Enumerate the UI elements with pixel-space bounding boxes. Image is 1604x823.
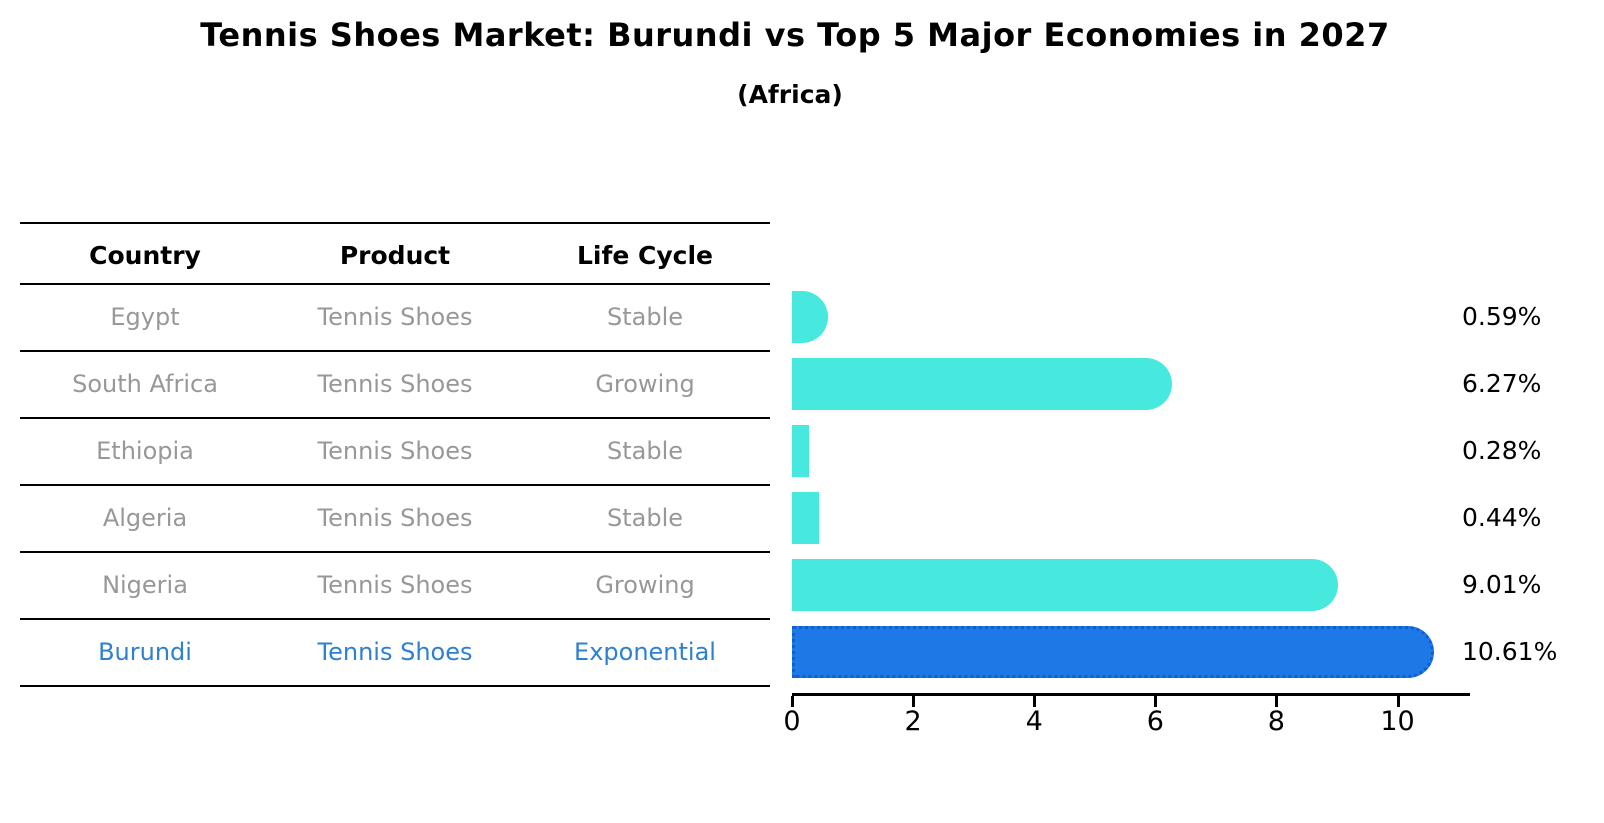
x-tick-mark bbox=[1033, 696, 1037, 707]
table-row: Burundi Tennis Shoes Exponential bbox=[20, 618, 770, 685]
table-header-row: Country Product Life Cycle bbox=[20, 222, 770, 289]
table-header-rule bbox=[20, 283, 770, 285]
x-tick-mark bbox=[1154, 696, 1158, 707]
country-cell: Nigeria bbox=[102, 570, 188, 599]
x-tick-mark bbox=[1275, 696, 1279, 707]
table-row-rule bbox=[20, 417, 770, 419]
bar-south-africa bbox=[792, 357, 1172, 410]
x-tick-mark bbox=[912, 696, 916, 707]
table-row: South Africa Tennis Shoes Growing bbox=[20, 350, 770, 417]
table-row: Egypt Tennis Shoes Stable bbox=[20, 283, 770, 350]
value-label: 0.44% bbox=[1462, 502, 1542, 532]
chart-title: Tennis Shoes Market: Burundi vs Top 5 Ma… bbox=[200, 16, 1390, 54]
x-tick-mark bbox=[1396, 696, 1400, 707]
country-cell: Algeria bbox=[102, 503, 188, 532]
x-tick-label: 10 bbox=[1380, 706, 1415, 737]
table-row: Ethiopia Tennis Shoes Stable bbox=[20, 417, 770, 484]
life-cycle-cell: Stable bbox=[606, 436, 684, 465]
bar-algeria bbox=[792, 491, 819, 544]
x-tick-label: 0 bbox=[783, 706, 801, 737]
life-cycle-cell: Growing bbox=[595, 570, 695, 599]
product-cell: Tennis Shoes bbox=[317, 503, 473, 532]
table-top-rule bbox=[20, 222, 770, 224]
table-row-rule bbox=[20, 484, 770, 486]
bar-egypt bbox=[792, 290, 828, 343]
value-label: 0.59% bbox=[1462, 301, 1542, 331]
country-cell: Burundi bbox=[98, 637, 192, 666]
bar-nigeria bbox=[792, 558, 1338, 611]
x-axis-line bbox=[792, 693, 1470, 696]
x-tick-label: 6 bbox=[1146, 706, 1164, 737]
product-cell: Tennis Shoes bbox=[317, 637, 473, 666]
product-cell: Tennis Shoes bbox=[317, 302, 473, 331]
value-label: 10.61% bbox=[1462, 636, 1558, 666]
x-tick-mark bbox=[791, 696, 794, 707]
country-cell: Country bbox=[89, 241, 201, 270]
value-label: 0.28% bbox=[1462, 435, 1542, 465]
product-cell: Tennis Shoes bbox=[317, 570, 473, 599]
country-cell: Egypt bbox=[110, 302, 180, 331]
value-label: 9.01% bbox=[1462, 569, 1542, 599]
bar-burundi bbox=[792, 625, 1434, 678]
product-cell: Tennis Shoes bbox=[317, 369, 473, 398]
x-tick-label: 8 bbox=[1267, 706, 1285, 737]
life-cycle-cell: Stable bbox=[606, 302, 684, 331]
table-row: Algeria Tennis Shoes Stable bbox=[20, 484, 770, 551]
country-cell: South Africa bbox=[72, 369, 218, 398]
table-bottom-rule bbox=[20, 685, 770, 687]
bar-ethiopia bbox=[792, 424, 809, 477]
life-cycle-cell: Exponential bbox=[574, 637, 716, 666]
life-cycle-cell: Life Cycle bbox=[576, 241, 714, 270]
value-label: 6.27% bbox=[1462, 368, 1542, 398]
table-row-rule bbox=[20, 551, 770, 553]
table-row: Nigeria Tennis Shoes Growing bbox=[20, 551, 770, 618]
life-cycle-cell: Growing bbox=[595, 369, 695, 398]
table-row-rule bbox=[20, 618, 770, 620]
country-cell: Ethiopia bbox=[96, 436, 194, 465]
product-cell: Product bbox=[339, 241, 451, 270]
x-tick-label: 4 bbox=[1025, 706, 1043, 737]
x-tick-label: 2 bbox=[904, 706, 922, 737]
life-cycle-cell: Stable bbox=[606, 503, 684, 532]
chart-subtitle: (Africa) bbox=[737, 80, 843, 109]
table-row-rule bbox=[20, 350, 770, 352]
product-cell: Tennis Shoes bbox=[317, 436, 473, 465]
